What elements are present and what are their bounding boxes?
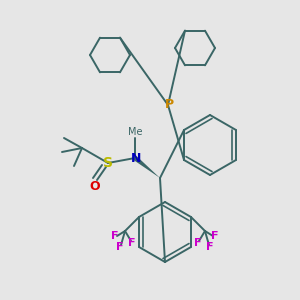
Text: F: F bbox=[194, 238, 202, 248]
Text: N: N bbox=[131, 152, 141, 164]
Text: F: F bbox=[116, 242, 124, 252]
Text: Me: Me bbox=[128, 127, 142, 137]
Text: F: F bbox=[111, 231, 119, 241]
Text: F: F bbox=[206, 242, 214, 252]
Polygon shape bbox=[134, 156, 160, 178]
Text: O: O bbox=[90, 179, 100, 193]
Text: F: F bbox=[211, 231, 219, 241]
Text: P: P bbox=[164, 98, 174, 112]
Text: F: F bbox=[128, 238, 136, 248]
Text: S: S bbox=[103, 156, 113, 170]
